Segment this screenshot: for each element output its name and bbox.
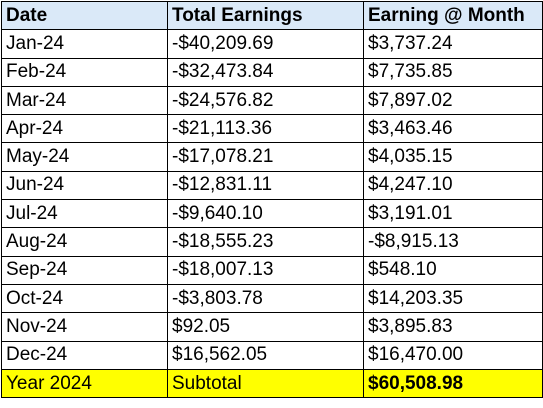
cell-earning-at-month[interactable]: $3,895.83	[363, 312, 543, 342]
cell-total-earnings[interactable]: -$18,555.23	[167, 227, 364, 257]
cell-date[interactable]: Nov-24	[1, 312, 168, 342]
header-row: Date Total Earnings Earning @ Month	[1, 0, 543, 31]
table-row: Apr-24 -$21,113.36 $3,463.46	[1, 114, 543, 144]
cell-earning-at-month[interactable]: $4,035.15	[363, 142, 543, 172]
cell-total-earnings[interactable]: -$12,831.11	[167, 170, 364, 201]
cell-earning-at-month[interactable]: $4,247.10	[363, 170, 543, 201]
subtotal-label[interactable]: Year 2024	[1, 368, 168, 399]
subtotal-row: Year 2024 Subtotal $60,508.98	[1, 368, 543, 399]
cell-date[interactable]: Jul-24	[1, 199, 168, 229]
cell-earning-at-month[interactable]: $16,470.00	[363, 340, 543, 370]
table-row: Jan-24 -$40,209.69 $3,737.24	[1, 29, 543, 59]
table-row: Jul-24 -$9,640.10 $3,191.01	[1, 199, 543, 229]
cell-date[interactable]: Jan-24	[1, 29, 168, 59]
cell-total-earnings[interactable]: -$3,803.78	[167, 283, 364, 314]
cell-earning-at-month[interactable]: -$8,915.13	[363, 227, 543, 257]
cell-total-earnings[interactable]: -$21,113.36	[167, 114, 364, 144]
cell-earning-at-month[interactable]: $14,203.35	[363, 283, 543, 314]
table-row: Sep-24 -$18,007.13 $548.10	[1, 255, 543, 285]
table-row: Oct-24 -$3,803.78 $14,203.35	[1, 283, 543, 314]
cell-date[interactable]: Jun-24	[1, 170, 168, 201]
header-date[interactable]: Date	[1, 0, 168, 31]
cell-total-earnings[interactable]: -$18,007.13	[167, 255, 364, 285]
table-row: May-24 -$17,078.21 $4,035.15	[1, 142, 543, 172]
table-row: Jun-24 -$12,831.11 $4,247.10	[1, 170, 543, 201]
cell-date[interactable]: Sep-24	[1, 255, 168, 285]
table-row: Aug-24 -$18,555.23 -$8,915.13	[1, 227, 543, 257]
cell-total-earnings[interactable]: -$9,640.10	[167, 199, 364, 229]
table-row: Dec-24 $16,562.05 $16,470.00	[1, 340, 543, 370]
earnings-table: Date Total Earnings Earning @ Month Jan-…	[1, 0, 543, 399]
cell-earning-at-month[interactable]: $3,737.24	[363, 29, 543, 59]
cell-earning-at-month[interactable]: $7,897.02	[363, 85, 543, 116]
cell-total-earnings[interactable]: -$32,473.84	[167, 57, 364, 87]
subtotal-value[interactable]: $60,508.98	[363, 368, 543, 399]
cell-date[interactable]: Dec-24	[1, 340, 168, 370]
cell-date[interactable]: Feb-24	[1, 57, 168, 87]
table-row: Feb-24 -$32,473.84 $7,735.85	[1, 57, 543, 87]
cell-date[interactable]: Oct-24	[1, 283, 168, 314]
cell-date[interactable]: Apr-24	[1, 114, 168, 144]
cell-date[interactable]: Mar-24	[1, 85, 168, 116]
cell-date[interactable]: Aug-24	[1, 227, 168, 257]
cell-total-earnings[interactable]: -$24,576.82	[167, 85, 364, 116]
table-row: Nov-24 $92.05 $3,895.83	[1, 312, 543, 342]
cell-earning-at-month[interactable]: $3,191.01	[363, 199, 543, 229]
cell-earning-at-month[interactable]: $3,463.46	[363, 114, 543, 144]
cell-date[interactable]: May-24	[1, 142, 168, 172]
cell-total-earnings[interactable]: $92.05	[167, 312, 364, 342]
subtotal-caption[interactable]: Subtotal	[167, 368, 364, 399]
cell-earning-at-month[interactable]: $548.10	[363, 255, 543, 285]
cell-earning-at-month[interactable]: $7,735.85	[363, 57, 543, 87]
cell-total-earnings[interactable]: $16,562.05	[167, 340, 364, 370]
header-total-earnings[interactable]: Total Earnings	[167, 0, 364, 31]
table-row: Mar-24 -$24,576.82 $7,897.02	[1, 85, 543, 116]
header-earning-at-month[interactable]: Earning @ Month	[363, 0, 543, 31]
cell-total-earnings[interactable]: -$17,078.21	[167, 142, 364, 172]
cell-total-earnings[interactable]: -$40,209.69	[167, 29, 364, 59]
